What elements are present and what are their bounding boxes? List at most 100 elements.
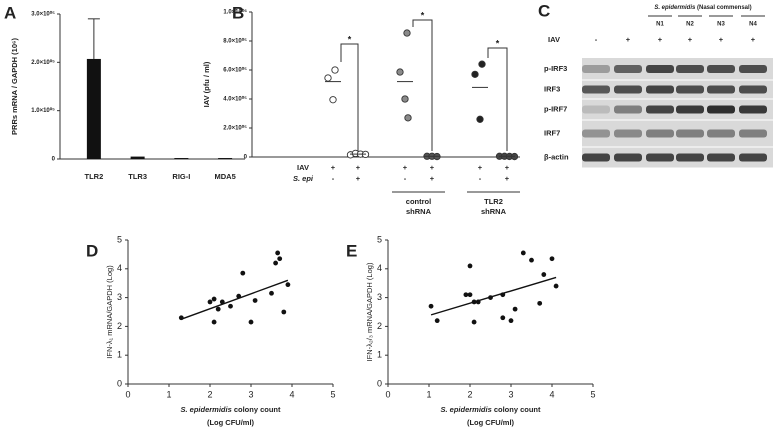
significance-label: * xyxy=(348,34,352,44)
data-point xyxy=(248,319,254,325)
x-tick-label: TLR3 xyxy=(128,172,147,181)
data-point xyxy=(277,256,283,262)
iav-sign: + xyxy=(658,35,663,44)
blot-title-italic: S. epidermidis xyxy=(654,5,696,11)
data-point xyxy=(471,70,479,79)
data-point xyxy=(471,319,477,325)
x-tick-label: TLR2 xyxy=(85,172,104,181)
y-tick-label: 1.0×10⁰⁶ xyxy=(223,9,247,16)
row-sign: + xyxy=(331,163,336,172)
blot-band xyxy=(739,65,767,73)
blot-band xyxy=(646,85,674,94)
blot-band xyxy=(676,65,704,73)
data-point xyxy=(240,270,246,276)
x-tick-label: 2 xyxy=(207,389,212,399)
blot-title-rest: (Nasal commensal) xyxy=(695,5,751,11)
significance-bracket xyxy=(412,19,433,151)
data-point xyxy=(178,315,184,321)
data-point xyxy=(211,319,217,325)
y-tick-label: 2.0×10⁰⁵ xyxy=(31,59,55,66)
data-point xyxy=(207,299,213,305)
data-point xyxy=(285,282,291,288)
x-axis-label-unit: (Log CFU/ml) xyxy=(207,418,255,427)
bar xyxy=(174,158,189,159)
data-point xyxy=(520,250,526,256)
panel-letter: C xyxy=(538,1,550,20)
y-tick-label: 1.0×10⁰⁵ xyxy=(31,107,55,114)
data-point xyxy=(275,250,281,256)
bar xyxy=(218,158,233,159)
lane-label: N2 xyxy=(686,22,694,28)
blot-band xyxy=(582,85,610,94)
significance-bracket xyxy=(340,43,359,151)
blot-band xyxy=(739,105,767,114)
blot-band xyxy=(614,65,642,73)
panel-letter: E xyxy=(346,241,357,260)
x-tick-label: 5 xyxy=(330,389,335,399)
data-point xyxy=(476,115,484,123)
blot-band xyxy=(707,105,735,114)
x-axis-label-rest: colony count xyxy=(232,405,281,414)
data-point xyxy=(281,309,287,315)
x-axis-label-italic: S. epidermidis xyxy=(440,405,491,414)
blot-band xyxy=(582,129,610,138)
y-tick-label: 0 xyxy=(377,378,382,388)
blot-row-label: IRF7 xyxy=(544,128,560,137)
y-tick-label: 1 xyxy=(377,350,382,360)
y-axis-label: IAV (pfu / ml) xyxy=(202,61,211,107)
y-tick-label: 5 xyxy=(377,234,382,244)
x-tick-label: 2 xyxy=(467,389,472,399)
data-point xyxy=(252,298,258,303)
blot-band xyxy=(676,129,704,138)
data-point xyxy=(401,95,409,103)
blot-band xyxy=(582,105,610,114)
trend-line xyxy=(430,276,557,316)
y-tick-label: 2 xyxy=(377,321,382,331)
data-point xyxy=(324,74,332,82)
row-sign: + xyxy=(356,174,361,183)
row-sign: + xyxy=(478,163,483,172)
x-tick-label: 0 xyxy=(125,389,130,399)
y-axis-label: IFN-λ₂/₃ mRNA/GAPDH (Log) xyxy=(365,262,374,361)
blot-band xyxy=(707,65,735,73)
data-point xyxy=(553,283,559,289)
data-point xyxy=(404,114,412,122)
blot-title: S. epidermidis (Nasal commensal) xyxy=(654,5,751,11)
blot-row-label: IRF3 xyxy=(544,84,560,93)
blot-band xyxy=(646,105,674,114)
blot-row-label: p-IRF7 xyxy=(544,104,567,113)
blot-band xyxy=(676,105,704,114)
iav-label: IAV xyxy=(548,35,560,44)
y-tick-label: 3 xyxy=(117,292,122,302)
y-axis-label: IFN-λ₁ mRNA/GAPDH (Log) xyxy=(105,265,114,359)
blot-band xyxy=(646,153,674,162)
row-sign: - xyxy=(479,174,482,183)
data-point xyxy=(537,300,543,306)
blot-row-label: p-IRF3 xyxy=(544,64,567,73)
blot-band xyxy=(646,65,674,73)
x-tick-label: 1 xyxy=(166,389,171,399)
lane-label: N1 xyxy=(656,22,664,28)
y-tick-label: 8.0×10⁰⁵ xyxy=(223,38,247,45)
blot-band xyxy=(676,85,704,94)
blot-band xyxy=(707,129,735,138)
row-sign: + xyxy=(356,163,361,172)
y-axis-label: PRRs mRNA / GAPDH (10⁶) xyxy=(10,38,19,135)
x-axis-label: S. epidermidis colony count xyxy=(180,405,281,414)
blot-band xyxy=(614,105,642,114)
data-point xyxy=(211,296,217,302)
blot-band xyxy=(676,153,704,162)
x-tick-label: 4 xyxy=(549,389,554,399)
data-point xyxy=(463,292,469,298)
data-point xyxy=(329,96,337,104)
x-tick-label: 0 xyxy=(385,389,390,399)
data-point xyxy=(396,68,404,76)
y-tick-label: 2.0×10⁰⁵ xyxy=(223,125,247,132)
lane-label: N4 xyxy=(749,22,757,28)
data-point xyxy=(467,263,473,269)
row-label: IAV xyxy=(297,163,309,172)
y-tick-label: 4 xyxy=(377,263,382,273)
row-sign: - xyxy=(332,174,335,183)
blot-band xyxy=(707,153,735,162)
panel-letter: A xyxy=(4,3,16,22)
